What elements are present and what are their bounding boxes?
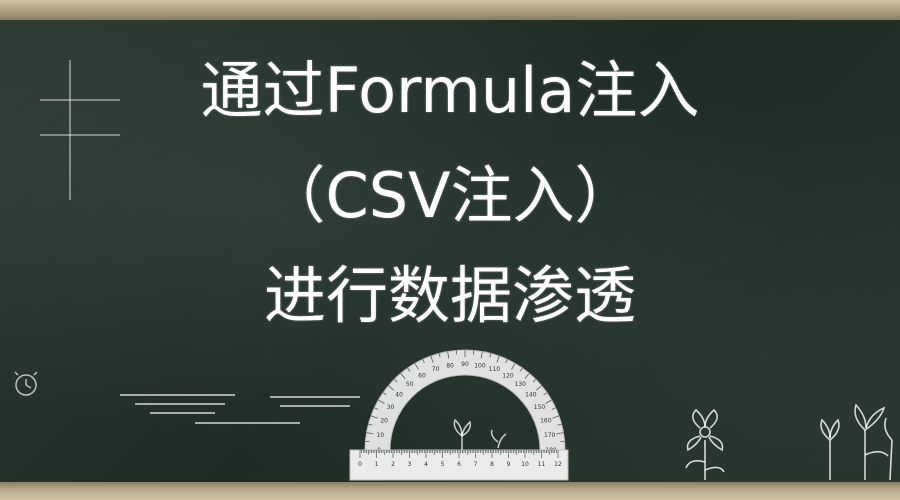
frame-top [0, 0, 900, 20]
protractor-label: 80 [446, 362, 454, 369]
sprout-icon [453, 418, 507, 450]
protractor-label: 70 [432, 366, 440, 373]
ruler-label: 1 [375, 461, 379, 468]
protractor-label: 30 [387, 404, 395, 411]
title-line-1: 通过Formula注入 [200, 54, 700, 127]
protractor-label: 20 [380, 418, 388, 425]
protractor-label: 130 [515, 381, 527, 388]
protractor-icon: 0102030405060708090100110120130140150160… [364, 349, 566, 454]
protractor-label: 120 [502, 373, 514, 380]
flower-icon [820, 403, 893, 481]
ruler-label: 8 [490, 461, 494, 468]
protractor-label: 50 [406, 381, 414, 388]
title-line-2: （CSV注入） [263, 159, 637, 232]
protractor-label: 140 [525, 392, 537, 399]
ruler-label: 4 [424, 461, 428, 468]
ruler-icon: 0 1 2 3 4 5 6 7 8 9 10 11 12 [349, 449, 569, 481]
chalk-cross-lines [40, 60, 120, 200]
protractor-label: 90 [461, 361, 469, 368]
ruler-label: 2 [391, 461, 395, 468]
protractor-label: 160 [540, 418, 552, 425]
protractor-label: 60 [418, 373, 426, 380]
ruler-label: 10 [521, 461, 529, 468]
protractor-label: 170 [544, 432, 556, 439]
ruler-label: 5 [441, 461, 445, 468]
protractor-label: 40 [395, 392, 403, 399]
protractor-label: 10 [376, 432, 384, 439]
frame-bottom [0, 482, 900, 500]
ruler-label: 12 [554, 461, 562, 468]
alarm-clock-icon [14, 371, 38, 396]
ruler-label: 3 [408, 461, 412, 468]
ruler-label: 0 [358, 461, 362, 468]
chalk-streaks [120, 394, 360, 424]
ruler-label: 9 [507, 461, 511, 468]
ruler-label: 6 [457, 461, 461, 468]
protractor-label: 110 [489, 366, 501, 373]
ruler-label: 11 [538, 461, 546, 468]
ruler-label: 7 [474, 461, 478, 468]
flower-icon [685, 408, 725, 480]
protractor-label: 150 [534, 404, 546, 411]
protractor-label: 100 [474, 362, 486, 369]
title-line-3: 进行数据渗透 [263, 259, 636, 332]
